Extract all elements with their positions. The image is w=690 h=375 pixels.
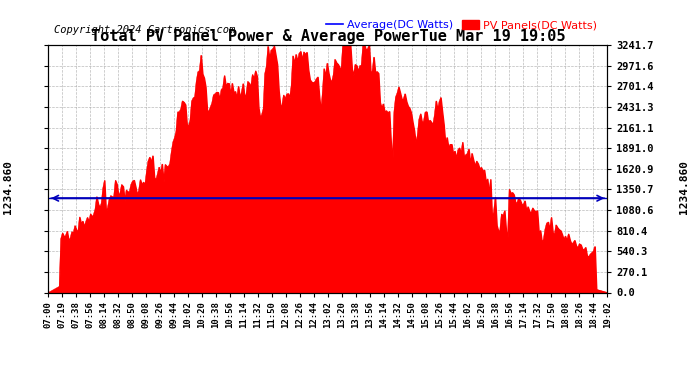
- Text: Copyright 2024 Cartronics.com: Copyright 2024 Cartronics.com: [54, 25, 235, 35]
- Text: 1234.860: 1234.860: [679, 160, 689, 214]
- Text: 1234.860: 1234.860: [3, 160, 13, 214]
- Title: Total PV Panel Power & Average PowerTue Mar 19 19:05: Total PV Panel Power & Average PowerTue …: [90, 29, 565, 44]
- Legend: Average(DC Watts), PV Panels(DC Watts): Average(DC Watts), PV Panels(DC Watts): [322, 16, 602, 35]
